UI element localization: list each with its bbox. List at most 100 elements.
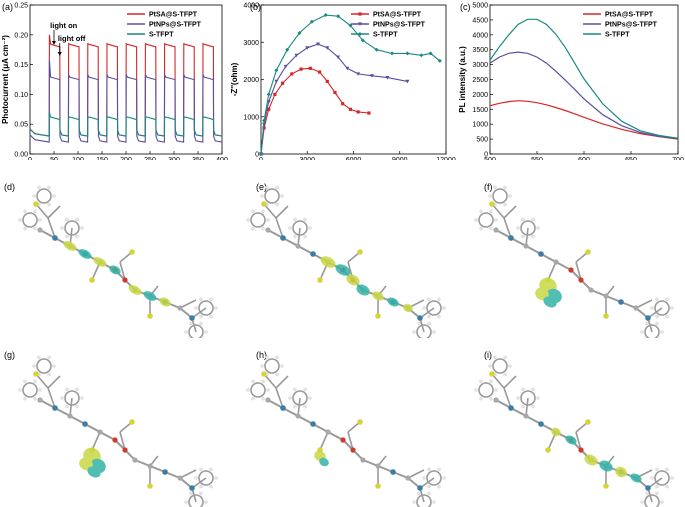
y-axis-title: Photocurrent (μA cm⁻²) xyxy=(1,35,10,124)
orbital-lobe xyxy=(79,457,93,471)
x-tick-label: 300 xyxy=(168,157,180,160)
bond xyxy=(347,431,354,451)
orbital-lobes xyxy=(79,447,106,478)
bond xyxy=(99,431,116,441)
y-tick-label: 2000 xyxy=(472,92,488,99)
y-tick-label: 0.15 xyxy=(14,62,28,69)
bond xyxy=(503,387,512,409)
atom-o xyxy=(340,437,346,443)
atom-h xyxy=(293,235,297,239)
panel-label-i: (i) xyxy=(484,350,492,360)
data-point xyxy=(370,74,374,78)
atom-s xyxy=(603,313,609,319)
x-tick-label: 0 xyxy=(259,157,263,160)
atom-n xyxy=(538,421,544,427)
bond xyxy=(282,237,299,247)
atom-n xyxy=(189,485,195,491)
x-tick-label: 100 xyxy=(72,157,84,160)
atom-h xyxy=(670,306,674,310)
atom-h xyxy=(479,397,483,401)
bond xyxy=(91,431,101,451)
ring xyxy=(64,220,80,236)
series-line xyxy=(489,18,679,139)
atom-h xyxy=(204,330,208,334)
orbital-lobe xyxy=(159,297,171,307)
atom-n xyxy=(417,485,423,491)
atom-n xyxy=(645,315,651,321)
atom-h xyxy=(280,364,284,368)
bond xyxy=(267,229,284,239)
atom-s xyxy=(585,419,591,425)
atom-h xyxy=(308,396,312,400)
x-tick-label: 500 xyxy=(484,157,496,160)
data-point xyxy=(367,111,371,115)
bond xyxy=(503,217,512,239)
bond xyxy=(495,229,512,239)
atom-h xyxy=(655,485,659,489)
ring xyxy=(198,300,214,316)
orbital-lobe xyxy=(543,296,557,308)
atom-h xyxy=(442,306,446,310)
bond xyxy=(575,261,582,281)
orbital-lobe xyxy=(143,291,157,301)
atom-h xyxy=(488,194,492,198)
atom-h xyxy=(75,387,79,391)
atom-h xyxy=(479,209,483,213)
atom-h xyxy=(261,379,265,383)
bond xyxy=(47,375,61,389)
atom-h xyxy=(65,217,69,221)
orbital-lobe xyxy=(320,256,336,268)
data-point xyxy=(317,70,322,74)
ring xyxy=(492,358,508,374)
atom-h xyxy=(265,355,269,359)
atom-h xyxy=(489,227,493,231)
atom-s xyxy=(129,419,135,425)
orbital-panel-f: (f) xyxy=(474,182,674,338)
atom-h xyxy=(261,209,265,213)
atom-n xyxy=(508,235,514,241)
atom-h xyxy=(516,396,520,400)
atom-h xyxy=(437,315,441,319)
atom-h xyxy=(489,397,493,401)
bond xyxy=(525,397,529,417)
x-tick-label: 150 xyxy=(96,157,108,160)
bond xyxy=(69,397,73,417)
atom-s xyxy=(357,249,363,255)
atom-h xyxy=(531,235,535,239)
atom-n xyxy=(82,421,88,427)
atom-h xyxy=(293,387,297,391)
x-tick-label: 9000 xyxy=(392,157,408,160)
atom-s xyxy=(489,201,495,207)
atom-s xyxy=(603,483,609,489)
atom-o xyxy=(122,447,128,453)
panel-label-f: (f) xyxy=(484,182,493,192)
y-tick-label: 4500 xyxy=(472,17,488,24)
chart-b-nyquist: (b) Z' (ohm) -Z''(ohm) 03000600090001200… xyxy=(230,2,456,160)
data-point xyxy=(385,76,390,80)
bond xyxy=(275,205,289,219)
atom-h xyxy=(60,396,64,400)
atom-h xyxy=(251,227,255,231)
bond xyxy=(35,373,49,389)
y-axis-title: -Z''(ohm) xyxy=(230,62,239,96)
atom-h xyxy=(479,227,483,231)
atom-h xyxy=(427,315,431,319)
legend-label: PtSA@S-TFPT xyxy=(373,12,422,19)
atom-h xyxy=(209,297,213,301)
bond xyxy=(275,375,289,389)
data-point xyxy=(325,79,329,83)
atom-h xyxy=(80,396,84,400)
y-tick-label: 0 xyxy=(255,152,259,159)
orbital-lobes xyxy=(63,241,171,307)
data-point xyxy=(345,66,350,71)
atom-h xyxy=(75,235,79,239)
atom-h xyxy=(33,209,37,213)
molecule-structure xyxy=(18,185,218,338)
atom-h xyxy=(293,217,297,221)
legend-label: S-TFPT xyxy=(373,32,398,39)
atom-h xyxy=(23,209,27,213)
atom-h xyxy=(32,194,36,198)
atom-h xyxy=(47,373,51,377)
series-line xyxy=(29,59,223,143)
atom-h xyxy=(23,397,27,401)
